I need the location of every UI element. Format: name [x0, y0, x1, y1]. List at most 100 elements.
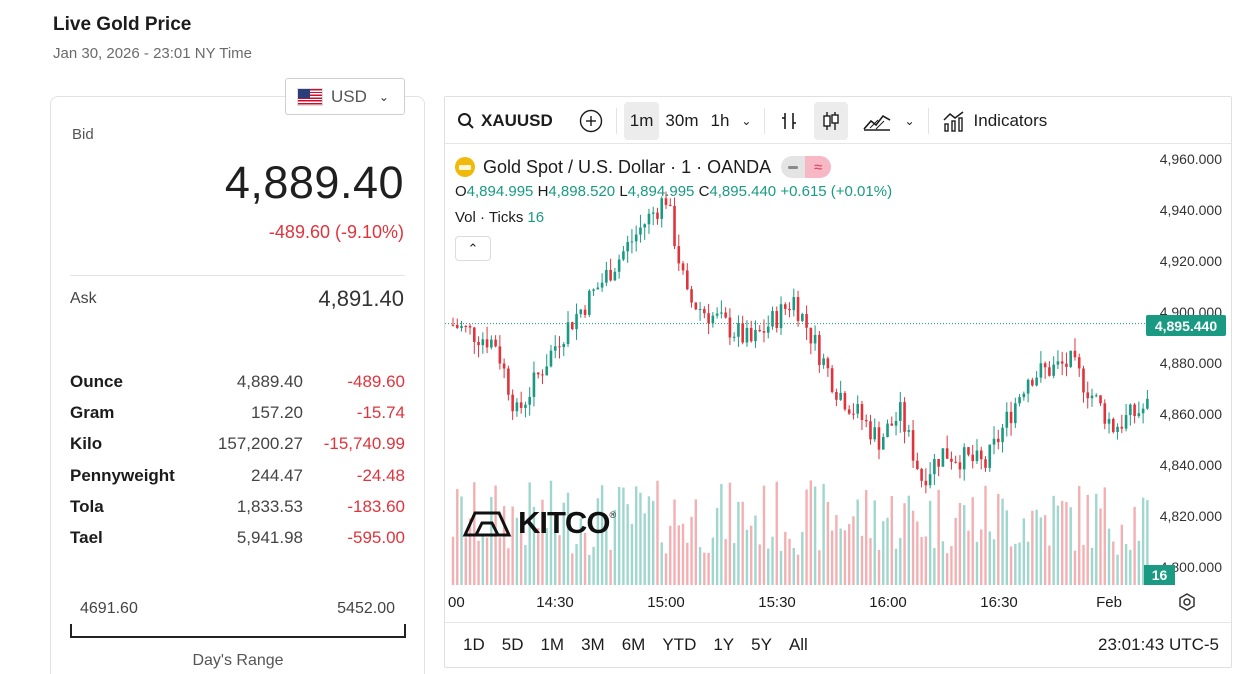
candles-style-button[interactable]	[814, 101, 849, 140]
candle-body	[924, 480, 928, 486]
candle-body	[967, 447, 970, 455]
candle-body	[771, 311, 774, 327]
collapse-legend-button[interactable]: ⌃	[455, 236, 491, 261]
settings-icon[interactable]	[1177, 592, 1197, 612]
volume-bar	[613, 509, 617, 585]
y-tick: 4,840.000	[1159, 457, 1222, 473]
range-5y[interactable]: 5Y	[751, 635, 772, 654]
volume-bar	[1146, 500, 1149, 585]
series-title: Gold Spot / U.S. Dollar · 1 · OANDA	[483, 156, 772, 177]
volume-bar	[677, 525, 680, 585]
candle-body	[873, 427, 877, 440]
candle-body	[1001, 427, 1004, 443]
area-style-button[interactable]	[856, 102, 898, 140]
currency-select[interactable]: USD ⌄	[285, 78, 405, 115]
candle-body	[545, 366, 549, 376]
legend-pill[interactable]: ≈	[781, 156, 832, 178]
candle-body	[1026, 379, 1030, 394]
volume-bar	[545, 528, 548, 585]
candle-body	[481, 339, 485, 346]
open-label: O	[455, 183, 467, 200]
candle-body	[801, 314, 804, 321]
interval-dropdown[interactable]: ⌄	[735, 102, 757, 140]
candle-body	[754, 329, 757, 342]
interval-1m[interactable]: 1m	[623, 101, 660, 140]
volume-bar	[920, 537, 923, 585]
range-1d[interactable]: 1D	[463, 635, 485, 654]
volume-bar	[456, 489, 459, 585]
range-3m[interactable]: 3M	[581, 635, 605, 654]
unit-row: Gram 157.20 -15.74	[70, 397, 408, 428]
chart-type-dropdown[interactable]: ⌄	[898, 102, 920, 140]
volume-bar	[1116, 554, 1119, 585]
unit-price: 4,889.40	[236, 371, 303, 391]
compare-button[interactable]	[573, 102, 609, 140]
candle-body	[962, 447, 966, 470]
unit-change: -15,740.99	[323, 434, 405, 454]
y-tick: 4,960.000	[1159, 151, 1222, 167]
candle-body	[1137, 413, 1141, 417]
candle-body	[720, 312, 723, 314]
volume-bar	[758, 544, 761, 585]
volume-bar	[1043, 515, 1047, 585]
x-tick: Feb	[1096, 594, 1122, 611]
interval-1h[interactable]: 1h	[710, 110, 730, 130]
candle-body	[643, 224, 646, 228]
candle-body	[890, 423, 894, 426]
candle-body	[826, 358, 830, 369]
unit-table: Ounce 4,889.40 -489.60 Gram 157.20 -15.7…	[70, 366, 408, 554]
range-all[interactable]: All	[788, 635, 808, 654]
volume-bar	[1001, 498, 1004, 585]
volume-bar	[788, 538, 791, 585]
candle-body	[877, 427, 881, 450]
interval-30m[interactable]: 30m	[665, 110, 699, 130]
volume-bar	[634, 486, 638, 585]
volume-bar	[937, 489, 940, 585]
plus-circle-icon	[579, 109, 602, 132]
volume-bar	[477, 540, 480, 585]
volume-bar	[1099, 508, 1102, 585]
unit-row: Kilo 157,200.27 -15,740.99	[70, 429, 408, 460]
volume-bar	[809, 480, 813, 585]
volume-bar	[839, 528, 842, 585]
range-ytd[interactable]: YTD	[662, 635, 697, 654]
candle-body	[1120, 426, 1124, 429]
volume-bar	[775, 481, 778, 585]
volume-bar	[903, 503, 906, 585]
volume-bar	[899, 537, 902, 585]
volume-bar	[963, 505, 966, 585]
volume-bar	[958, 502, 962, 585]
bar-style-button[interactable]	[772, 102, 806, 140]
candle-body	[1094, 395, 1098, 397]
volume-bar	[686, 542, 689, 585]
candlestick-chart[interactable]	[445, 145, 1150, 585]
minus-icon	[781, 156, 806, 178]
candle-body	[485, 339, 489, 348]
candle-body	[711, 315, 715, 324]
indicators-button[interactable]: Indicators	[936, 102, 1054, 140]
volume-bar	[894, 548, 898, 585]
time-axis[interactable]: 00 14:30 15:00 15:30 16:00 16:30 Feb	[445, 594, 1150, 614]
candle-body	[549, 350, 553, 367]
price-axis[interactable]: 4,960.000 4,940.000 4,920.000 4,900.000 …	[1150, 145, 1230, 585]
candle-body	[588, 290, 591, 315]
range-1y[interactable]: 1Y	[713, 635, 735, 654]
candle-body	[694, 302, 698, 310]
candle-body	[570, 322, 574, 330]
volume-bar	[1137, 541, 1141, 585]
range-5d[interactable]: 5D	[501, 635, 524, 654]
volume-bar	[877, 549, 881, 585]
change-value: +0.615 (+0.01%)	[780, 183, 893, 200]
range-1m[interactable]: 1M	[540, 635, 565, 654]
volume-bar	[660, 542, 663, 585]
candle-body	[600, 282, 604, 288]
chart-clock[interactable]: 23:01:43 UTC-5	[1098, 635, 1219, 654]
kitco-logo-icon	[462, 511, 512, 537]
symbol-search[interactable]: XAUUSD	[451, 102, 559, 140]
candle-body	[673, 205, 676, 247]
candle-body	[490, 339, 493, 348]
candle-body	[664, 198, 668, 205]
volume-bar	[485, 537, 489, 585]
range-6m[interactable]: 6M	[621, 635, 646, 654]
volume-bar	[882, 521, 885, 585]
